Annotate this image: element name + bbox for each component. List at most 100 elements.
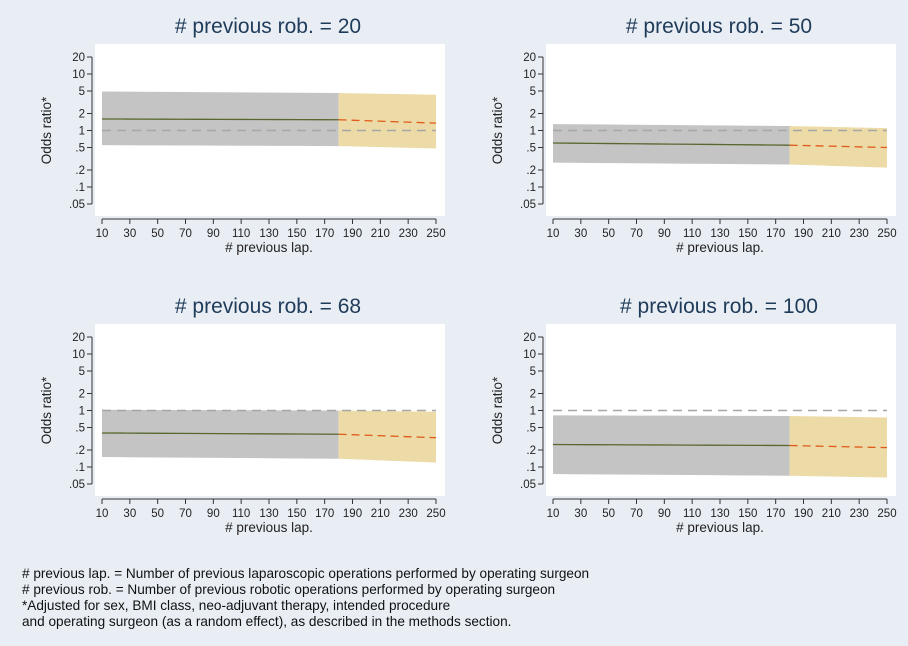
x-tick-label: 30 — [574, 508, 587, 520]
x-tick-label: 130 — [710, 508, 729, 520]
x-tick-label: 30 — [574, 228, 587, 240]
estimate-line-observed — [101, 432, 339, 435]
y-tick-label: 10 — [523, 349, 536, 361]
ci-band-extrapolated — [789, 415, 887, 478]
x-tick-label: 130 — [710, 228, 729, 240]
panel-title: # previous rob. = 100 — [620, 295, 818, 318]
y-tick-label: 20 — [72, 52, 85, 64]
y-tick-label: 20 — [523, 52, 536, 64]
y-tick-label: 2 — [79, 388, 85, 400]
x-tick-label: 230 — [399, 228, 418, 240]
chart-panel-3: # previous rob. = 68 .05 .1 .2 .5 1 2 5 10 20 Odds… — [39, 295, 446, 535]
chart-panel-2: # previous rob. = 50 .05 .1 .2 .5 1 2 5 10 20 Odds… — [490, 15, 897, 255]
x-tick-label: 110 — [683, 508, 701, 520]
x-tick-label: 90 — [658, 508, 671, 520]
y-tick-label: .1 — [75, 182, 85, 194]
y-axis-label: Odds ratio* — [490, 376, 505, 444]
y-axis-label: Odds ratio* — [490, 96, 505, 164]
y-tick-label: 2 — [530, 388, 536, 400]
y-tick-label: 5 — [530, 86, 536, 98]
x-tick-label: 70 — [630, 228, 643, 240]
y-tick-label: .05 — [69, 199, 85, 211]
y-tick-label: .5 — [75, 423, 85, 435]
y-tick-label: .1 — [526, 182, 536, 194]
x-tick-label: 50 — [602, 228, 615, 240]
x-tick-label: 250 — [426, 228, 445, 240]
chart-panel-4: # previous rob. = 100 .05 .1 .2 .5 1 2 5 10 20 Odd… — [490, 295, 897, 535]
x-tick-label: 90 — [658, 228, 671, 240]
y-tick-label: .2 — [75, 165, 85, 177]
x-tick-label: 250 — [877, 508, 896, 520]
y-tick-label: 5 — [530, 366, 536, 378]
x-tick-label: 190 — [794, 228, 813, 240]
x-tick-label: 210 — [371, 228, 390, 240]
y-tick-label: 20 — [72, 332, 85, 344]
panel-title: # previous rob. = 20 — [175, 15, 361, 38]
y-tick-label: 10 — [523, 69, 536, 81]
x-tick-label: 250 — [426, 508, 445, 520]
x-tick-label: 210 — [371, 508, 390, 520]
x-tick-label: 10 — [96, 508, 109, 520]
footnote-lap: # previous lap. = Number of previous lap… — [22, 566, 590, 581]
y-tick-label: 5 — [79, 86, 85, 98]
y-tick-label: 20 — [523, 332, 536, 344]
y-axis-label: Odds ratio* — [39, 376, 54, 444]
x-tick-label: 110 — [683, 228, 701, 240]
y-tick-label: 1 — [530, 406, 536, 418]
y-tick-label: 5 — [79, 366, 85, 378]
y-tick-label: .5 — [75, 143, 85, 155]
estimate-line-observed — [101, 118, 339, 121]
estimate-line-extrapolated — [338, 433, 437, 439]
x-tick-label: 110 — [232, 228, 250, 240]
y-tick-label: .2 — [526, 165, 536, 177]
x-tick-label: 190 — [794, 508, 813, 520]
x-tick-label: 30 — [123, 228, 136, 240]
x-tick-label: 70 — [179, 508, 192, 520]
panel-title: # previous rob. = 68 — [175, 295, 361, 318]
x-tick-label: 10 — [547, 508, 560, 520]
x-tick-label: 110 — [232, 508, 250, 520]
x-tick-label: 250 — [877, 228, 896, 240]
y-tick-label: .05 — [520, 199, 536, 211]
y-tick-label: .5 — [526, 143, 536, 155]
y-tick-label: 1 — [79, 406, 85, 418]
y-tick-label: .1 — [526, 462, 536, 474]
x-tick-label: 50 — [151, 228, 164, 240]
estimate-line-extrapolated — [789, 444, 888, 449]
ci-band-extrapolated — [338, 93, 436, 149]
x-tick-label: 10 — [96, 228, 109, 240]
x-tick-label: 230 — [850, 228, 869, 240]
x-tick-label: 150 — [738, 228, 757, 240]
ci-band-extrapolated — [789, 126, 887, 168]
x-axis-label: # previous lap. — [676, 520, 764, 535]
estimate-line-observed — [552, 142, 790, 146]
y-tick-label: .05 — [520, 479, 536, 491]
ci-band-extrapolated — [338, 410, 436, 463]
estimate-line-extrapolated — [338, 119, 437, 124]
x-tick-label: 70 — [630, 508, 643, 520]
x-tick-label: 30 — [123, 508, 136, 520]
x-tick-label: 150 — [287, 228, 306, 240]
footnote-rob: # previous rob. = Number of previous rob… — [22, 582, 556, 597]
x-tick-label: 150 — [287, 508, 306, 520]
y-tick-label: 2 — [530, 108, 536, 120]
footnote-adjusted-cont: and operating surgeon (as a random effec… — [22, 614, 512, 629]
estimate-line-observed — [552, 443, 790, 447]
x-tick-label: 150 — [738, 508, 757, 520]
x-tick-label: 130 — [259, 508, 278, 520]
x-tick-label: 90 — [207, 508, 220, 520]
y-tick-label: .05 — [69, 479, 85, 491]
estimate-line-extrapolated — [789, 144, 888, 149]
x-tick-label: 210 — [822, 228, 841, 240]
x-axis-label: # previous lap. — [225, 520, 313, 535]
panel-title: # previous rob. = 50 — [626, 15, 812, 38]
x-tick-label: 170 — [315, 508, 334, 520]
x-tick-label: 190 — [343, 228, 362, 240]
x-tick-label: 230 — [850, 508, 869, 520]
x-tick-label: 70 — [179, 228, 192, 240]
footnote-adjusted: *Adjusted for sex, BMI class, neo-adjuva… — [22, 598, 451, 613]
y-tick-label: 10 — [72, 349, 85, 361]
figure: # previous rob. = 20 .05 .1 .2 .5 1 2 5 10 20 Odds… — [39, 15, 897, 535]
y-tick-label: .2 — [75, 445, 85, 457]
y-tick-label: .1 — [75, 462, 85, 474]
